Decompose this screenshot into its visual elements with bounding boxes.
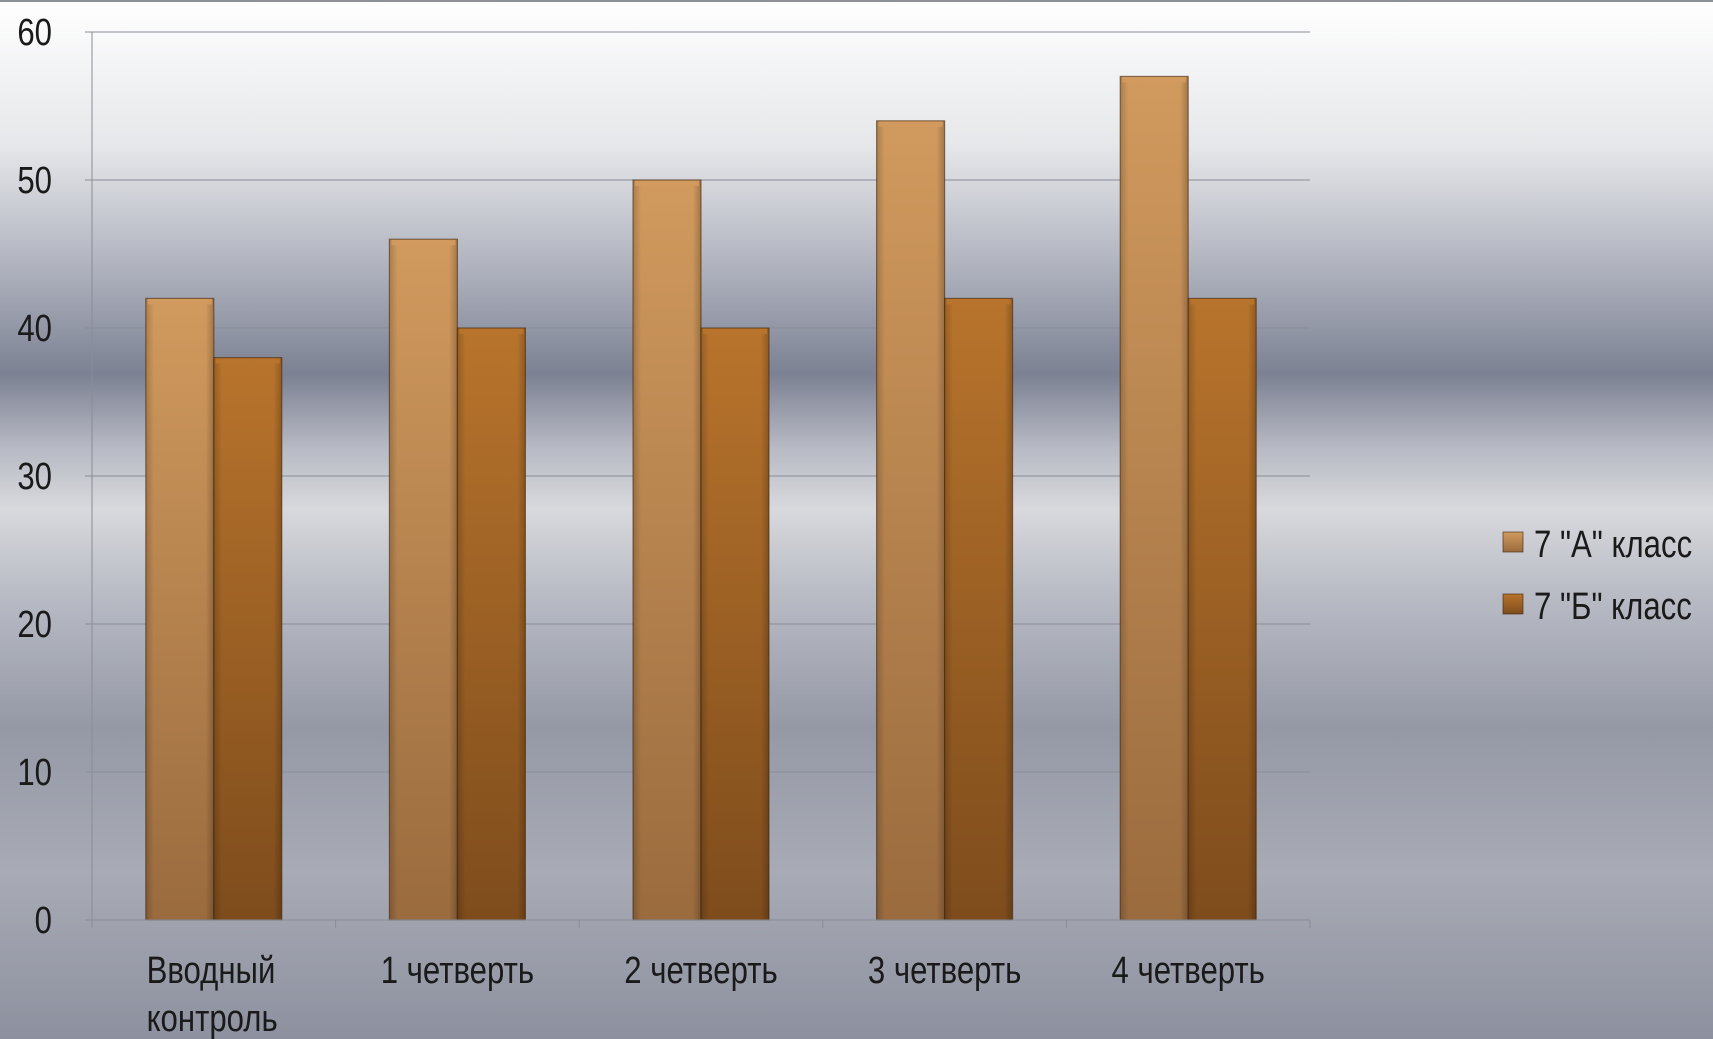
x-tick-label: 2 четверть bbox=[624, 950, 777, 992]
y-tick-label: 10 bbox=[17, 752, 52, 794]
legend-swatch bbox=[1502, 531, 1524, 553]
bars bbox=[145, 75, 1257, 921]
top-border bbox=[0, 0, 1713, 2]
legend-label: 7 "А" класс bbox=[1534, 524, 1692, 566]
bar-series-b-cat-0 bbox=[213, 357, 283, 921]
y-tick-label: 0 bbox=[35, 900, 52, 942]
bar-series-a-cat-2 bbox=[632, 179, 702, 921]
legend-label: 7 "Б" класс bbox=[1534, 586, 1692, 628]
legend-item: 7 "А" класс bbox=[1502, 524, 1692, 566]
x-axis: Вводный контроль 1 четверть 2 четверть 3 чет… bbox=[91, 919, 1311, 1039]
bar-series-b-cat-4 bbox=[1187, 297, 1257, 921]
legend-swatch bbox=[1502, 593, 1524, 615]
y-tick-label: 40 bbox=[17, 308, 52, 350]
y-tick-label: 20 bbox=[17, 604, 52, 646]
x-tick-label: 1 четверть bbox=[381, 950, 534, 992]
bar-series-a-cat-3 bbox=[875, 120, 946, 921]
legend-item: 7 "Б" класс bbox=[1502, 586, 1692, 628]
y-tick-label: 60 bbox=[17, 12, 52, 54]
legend: 7 "А" класс 7 "Б" класс bbox=[1502, 524, 1692, 628]
x-tick-label: 4 четверть bbox=[1111, 950, 1264, 992]
bar-series-a-cat-0 bbox=[145, 297, 215, 921]
x-tick-label: 3 четверть bbox=[868, 950, 1021, 992]
bar-series-b-cat-2 bbox=[700, 327, 770, 921]
x-tick-label: Вводный контроль bbox=[147, 950, 278, 1039]
bar-series-b-cat-1 bbox=[456, 327, 526, 921]
bar-series-a-cat-1 bbox=[388, 238, 458, 921]
bar-series-b-cat-3 bbox=[943, 297, 1014, 921]
y-axis: 0 10 20 30 40 50 60 bbox=[17, 12, 93, 942]
y-tick-label: 50 bbox=[17, 160, 52, 202]
bar-series-a-cat-4 bbox=[1119, 75, 1189, 921]
y-tick-label: 30 bbox=[17, 456, 52, 498]
